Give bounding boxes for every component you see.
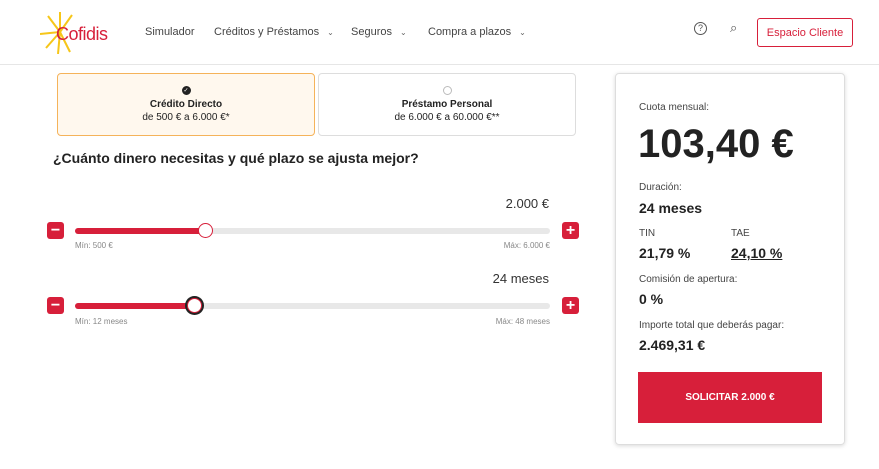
espacio-cliente-button[interactable]: Espacio Cliente: [757, 18, 853, 47]
amount-max-label: Máx: 6.000 €: [503, 241, 550, 250]
chevron-down-icon: ⌄: [399, 27, 407, 37]
term-slider-fill: [75, 303, 194, 309]
duracion-value: 24 meses: [639, 200, 703, 216]
product-credito-directo[interactable]: ✓ Crédito Directo de 500 € a 6.000 €*: [57, 73, 315, 136]
nav-label: Créditos y Préstamos: [214, 26, 320, 38]
amount-minus-button[interactable]: −: [47, 222, 64, 239]
solicitar-button[interactable]: SOLICITAR 2.000 €: [638, 372, 822, 423]
help-icon[interactable]: ?: [694, 22, 707, 35]
sun-rays-icon: [40, 12, 73, 54]
tin-label: TIN: [639, 228, 656, 239]
nav-simulador[interactable]: Simulador: [145, 26, 195, 38]
term-max-label: Máx: 48 meses: [495, 317, 550, 326]
amount-slider-thumb[interactable]: [197, 223, 213, 238]
term-slider-thumb[interactable]: [186, 298, 202, 313]
nav-compra-plazos[interactable]: Compra a plazos ⌄: [428, 26, 526, 38]
amount-slider[interactable]: [75, 223, 550, 238]
term-value: 24 meses: [492, 271, 549, 286]
product-title: Crédito Directo: [149, 99, 223, 110]
nav-label: Compra a plazos: [428, 26, 512, 38]
comision-label: Comisión de apertura:: [639, 274, 738, 285]
product-range: de 6.000 € a 60.000 €**: [394, 112, 500, 123]
amount-value: 2.000 €: [505, 196, 549, 211]
product-range: de 500 € a 6.000 €*: [142, 112, 230, 123]
chevron-down-icon: ⌄: [519, 27, 526, 37]
amount-min-label: Mín: 500 €: [75, 241, 113, 250]
site-header: Cofidis Simulador Créditos y Préstamos ⌄ …: [0, 0, 879, 65]
total-label: Importe total que deberás pagar:: [639, 320, 785, 331]
tin-value: 21,79 %: [639, 245, 691, 261]
term-minus-button[interactable]: −: [47, 297, 64, 314]
nav-seguros[interactable]: Seguros ⌄: [351, 26, 407, 38]
tae-label: TAE: [731, 228, 750, 239]
product-prestamo-personal[interactable]: Préstamo Personal de 6.000 € a 60.000 €*…: [318, 73, 576, 136]
total-value: 2.469,31 €: [639, 337, 706, 353]
tae-link[interactable]: 24,10 %: [731, 245, 783, 261]
summary-panel: [615, 73, 845, 445]
amount-slider-fill: [75, 228, 205, 234]
duracion-label: Duración:: [639, 182, 682, 193]
radio-icon: [442, 86, 452, 95]
nav-label: Simulador: [145, 26, 195, 38]
nav-creditos[interactable]: Créditos y Préstamos ⌄: [214, 26, 334, 38]
chevron-down-icon: ⌄: [327, 27, 334, 37]
cofidis-logo[interactable]: Cofidis: [40, 12, 120, 54]
cuota-label: Cuota mensual:: [639, 102, 710, 113]
term-min-label: Mín: 12 meses: [75, 317, 128, 326]
cuota-value: 103,40 €: [638, 122, 794, 166]
term-slider[interactable]: [75, 298, 550, 313]
search-icon[interactable]: ⌕: [730, 20, 738, 35]
amount-plus-button[interactable]: +: [562, 222, 579, 239]
term-plus-button[interactable]: +: [562, 297, 579, 314]
nav-label: Seguros: [351, 26, 392, 38]
check-icon: ✓: [181, 86, 191, 95]
comision-value: 0 %: [639, 291, 664, 307]
product-title: Préstamo Personal: [401, 99, 493, 110]
question-heading: ¿Cuánto dinero necesitas y qué plazo se …: [53, 150, 419, 166]
logo-text: Cofidis: [56, 24, 108, 44]
